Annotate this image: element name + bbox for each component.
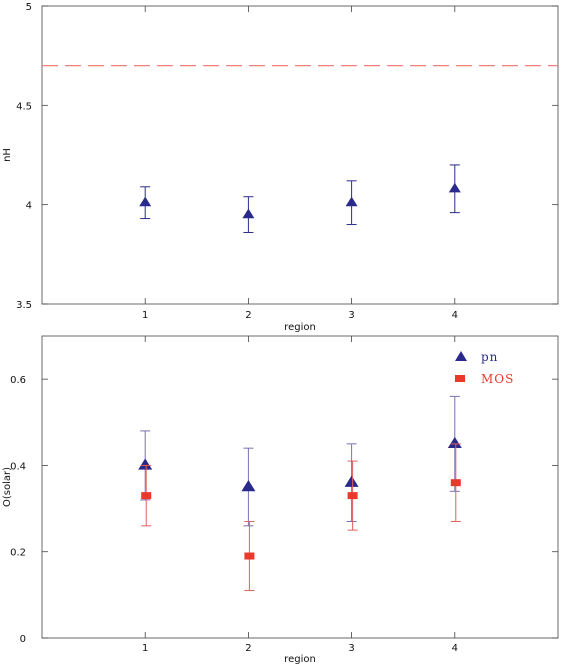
x-tick-label-nh-3: 4	[452, 310, 458, 321]
marker-oxygen-mos-1	[141, 492, 152, 500]
marker-oxygen-mos-2	[244, 552, 255, 560]
legend-label-mos: MOS	[481, 372, 514, 386]
marker-oxygen-mos-3	[347, 492, 358, 500]
marker-nh-s0-4	[448, 182, 461, 193]
y-tick-label-nh-3: 5	[26, 2, 32, 13]
y-tick-label-oxygen-2: 0.4	[10, 461, 26, 472]
y-tick-label-oxygen-0: 0	[20, 634, 26, 645]
y-tick-label-nh-2: 4.5	[16, 101, 32, 112]
x-tick-label-nh-2: 3	[348, 310, 354, 321]
x-tick-label-oxygen-2: 3	[348, 643, 354, 654]
x-axis-label-oxygen: region	[284, 654, 316, 665]
x-tick-label-oxygen-0: 1	[142, 643, 148, 654]
marker-nh-s0-1	[139, 196, 152, 207]
marker-oxygen-pn-3	[344, 475, 359, 487]
y-axis-label-nh: nH	[2, 148, 13, 162]
x-tick-label-oxygen-3: 4	[452, 643, 458, 654]
y-axis-label-oxygen: O(solar)	[2, 467, 13, 507]
series-oxygen	[138, 395, 462, 592]
panel-oxygen: 0 0.2 0.4 0.6 1 2 3 4 pn MOS region O(solar)	[2, 335, 559, 665]
legend-marker-mos	[455, 375, 465, 382]
marker-nh-s0-3	[345, 196, 358, 207]
plot-area-nh	[41, 5, 559, 305]
x-tick-label-nh-1: 2	[245, 310, 251, 321]
marker-nh-s0-2	[242, 208, 255, 219]
x-tick-label-oxygen-1: 2	[245, 643, 251, 654]
panel-nh: 3.5 4 4.5 5 1 2 3 4 region nH	[2, 2, 559, 333]
marker-oxygen-pn-2	[241, 480, 256, 492]
y-tick-label-oxygen-3: 0.6	[10, 375, 26, 386]
y-tick-label-oxygen-1: 0.2	[10, 548, 26, 559]
marker-oxygen-pn-1	[138, 458, 153, 470]
marker-oxygen-pn-4	[447, 436, 462, 449]
ticks-oxygen: 0 0.2 0.4 0.6 1 2 3 4	[10, 336, 558, 654]
legend: pn MOS	[455, 350, 514, 386]
y-tick-label-nh-1: 4	[26, 201, 32, 212]
legend-label-pn: pn	[481, 350, 498, 364]
marker-oxygen-mos-4	[450, 479, 461, 487]
ticks-nh: 3.5 4 4.5 5 1 2 3 4	[16, 2, 558, 321]
x-axis-label-nh: region	[284, 322, 316, 333]
legend-marker-pn	[455, 351, 467, 361]
x-tick-label-nh-0: 1	[142, 310, 148, 321]
y-tick-label-nh-0: 3.5	[16, 300, 32, 311]
series-nh	[139, 164, 461, 233]
plot-area-oxygen	[41, 335, 559, 639]
